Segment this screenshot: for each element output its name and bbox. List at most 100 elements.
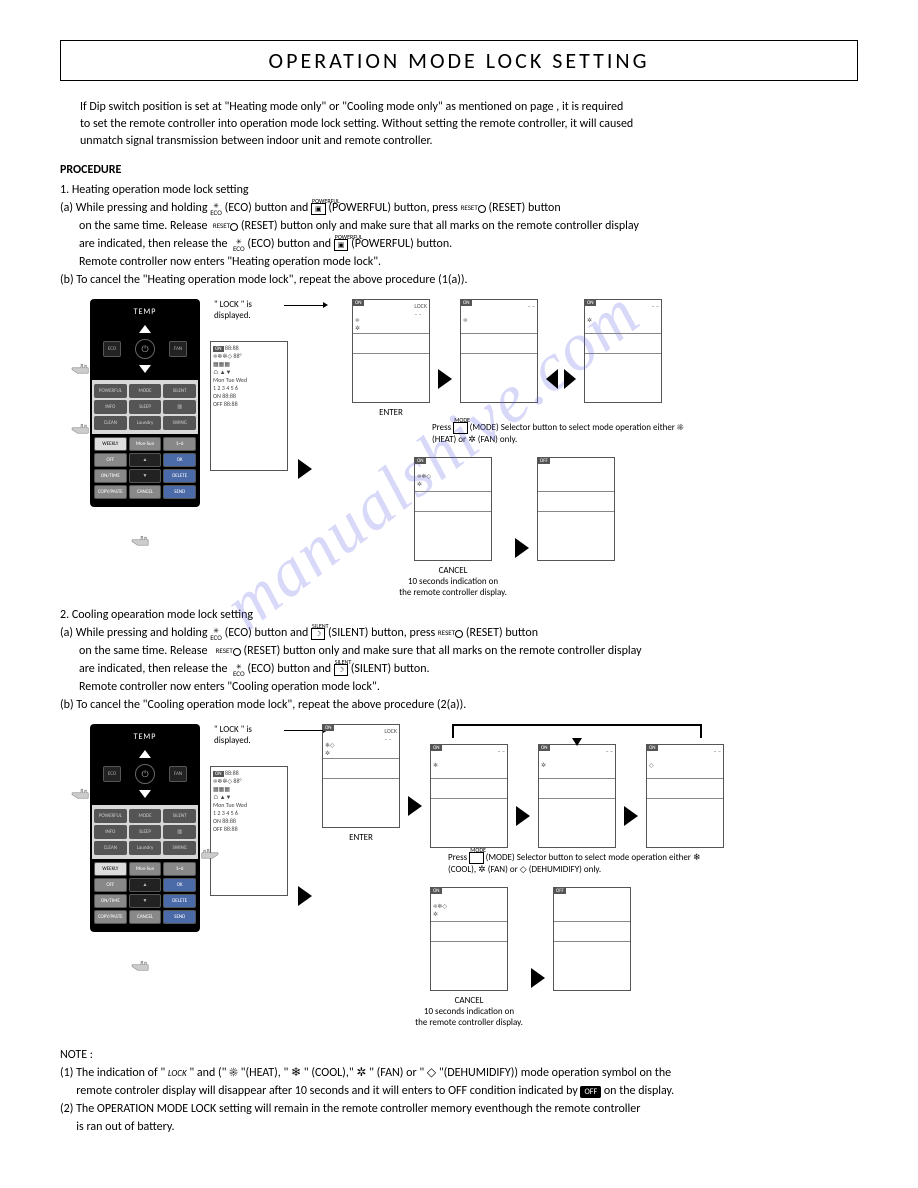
monsun-button: Mon-Sun [129,862,162,876]
copypaste-button: COPY/PASTE [94,910,127,924]
txt: (ECO) button and [247,662,333,676]
down-arrow-icon [139,790,151,798]
txt: are indicated, then release the [60,662,230,676]
eco-button: ECO [103,766,121,782]
silent-button-icon: ☽ [311,628,325,640]
note-line1: (1) The indication of " LOCK " and (" ☀ … [60,1064,858,1082]
weekly-button: WEEKLY [94,437,127,451]
mode-button-icon [469,852,483,864]
heating-step-a-line1: (a) While pressing and holding ✳ECO (ECO… [60,199,858,217]
cooling-diagram: TEMP ECO ⏻ FAN POWERFUL MODE SILENT INFO [90,724,858,1028]
txt: (RESET) button [466,626,538,640]
arrow-right-icon [515,538,529,558]
remote-illustration: TEMP ECO ⏻ FAN POWERFUL MODE SILENT INFO [90,724,200,932]
txt: the remote controller display. [415,1017,523,1028]
hand-pointer-icon [198,842,220,860]
txt: CANCEL [415,995,523,1006]
cooling-step-a-line4: Remote controller now enters "Cooling op… [60,678,858,696]
silent-button: SILENT [163,384,196,398]
reset-label: RESET [213,221,230,230]
lcd-screen-cancel: ON☀❄◇✲ [430,887,508,991]
mode-button: MODE [129,809,162,823]
lock-callout: " LOCK " is displayed. [214,299,284,321]
up-arrow-icon [139,750,151,758]
reset-hole-icon [455,630,463,638]
reset-hole-icon [233,648,241,656]
reset-label: RESET [438,628,455,637]
arrow-right-icon [298,886,312,906]
ok-button: OK [163,878,196,892]
txt: (ECO) button and [225,626,311,640]
callout-text: " LOCK " is displayed. [214,299,252,321]
remote-temp-label: TEMP [94,305,196,321]
btn-misc: ▥ [163,400,196,414]
mode-button-icon [453,422,467,434]
note-line4: is ran out of battery. [60,1118,858,1136]
laundry-button: Laundry [129,416,162,430]
weekly-button: WEEKLY [94,862,127,876]
bracket-icon [452,724,702,738]
txt: (1) The indication of " [60,1066,168,1080]
page-title: OPERATION MODE LOCK SETTING [60,40,858,81]
txt: on the display. [601,1084,674,1098]
txt: (SILENT) button. [351,662,430,676]
txt: 10 seconds indication on [415,1006,523,1017]
txt: (RESET) button only and make sure that a… [244,644,642,658]
swing-button: SWING [163,416,196,430]
note-line3: (2) The OPERATION MODE LOCK setting will… [60,1100,858,1118]
clean-button: CLEAN [94,841,127,855]
arrow-right-icon [298,459,312,479]
off-button: OFF [94,453,127,467]
intro-line1: If Dip switch position is set at "Heatin… [80,99,838,116]
heating-step-a-line3: are indicated, then release the ✳ECO (EC… [60,235,858,253]
cooling-step-a-line2: on the same time. Release RESET (RESET) … [60,642,858,660]
time-on-button: ON/TIME [94,469,127,483]
txt: (MODE) Selector button to select mode op… [448,853,701,876]
arrow-right-icon [516,806,530,826]
ok-button: OK [163,453,196,467]
send-button: SEND [163,910,196,924]
cooling-step-b: (b) To cancel the "Cooling operation mod… [60,696,858,714]
reset-label: RESET [216,646,233,655]
txt: (RESET) button only and make sure that a… [241,219,639,233]
lcd-screen-off: OFF [537,457,615,561]
hand-pointer-icon [70,417,92,435]
txt: Press [432,423,451,434]
note-line2: remote controler display will disappear … [60,1082,858,1100]
silent-button-icon: ☽ [334,664,348,676]
txt: (SILENT) button, press [328,626,438,640]
arrow-both-icon [546,369,576,389]
txt: (a) While pressing and holding [60,201,210,215]
txt: (ECO) button and [247,237,333,251]
powerful-button: POWERFUL [94,809,127,823]
info-button: INFO [94,400,127,414]
enter-caption: ENTER [379,407,403,418]
arrow-right-icon [438,369,452,389]
heating-step-b: (b) To cancel the "Heating operation mod… [60,271,858,289]
down-arrow-icon [139,365,151,373]
hand-pointer-icon [70,357,92,375]
sleep-button: SLEEP [129,825,162,839]
sleep-button: SLEEP [129,400,162,414]
silent-button: SILENT [163,809,196,823]
txt: (RESET) button [488,201,560,215]
delete-button: DELETE [163,894,196,908]
monsun-button: Mon-Sun [129,437,162,451]
lcd-screen-heat: ON– –☀ [460,299,538,403]
powerful-button: POWERFUL [94,384,127,398]
up-button: ▲ [129,878,162,892]
cancel-remote-button: CANCEL [129,485,162,499]
txt: (ECO) button and [225,201,311,215]
lcd-screen-cancel: ON☀❄◇✲ [414,457,492,561]
txt: 10 seconds indication on [399,576,507,587]
intro-line3: unmatch signal transmission between indo… [80,133,838,150]
lcd-screen-enter: ONLOCK– –☀✲ [352,299,430,403]
off-button: OFF [94,878,127,892]
power-button: ⏻ [135,764,155,784]
enter-caption: ENTER [349,832,373,843]
btn-misc: ▥ [163,825,196,839]
remote-illustration: TEMP ECO ⏻ FAN POWERFUL MODE SILENT INFO [90,299,200,507]
lcd-screen-off: OFF [553,887,631,991]
note-section: NOTE : (1) The indication of " LOCK " an… [60,1046,858,1136]
lcd-all-segments: ON 88:88☀❄✲◇ 88°▦▦▦⌂ ▲▼Mon Tue Wed1 2 3 … [210,766,288,896]
